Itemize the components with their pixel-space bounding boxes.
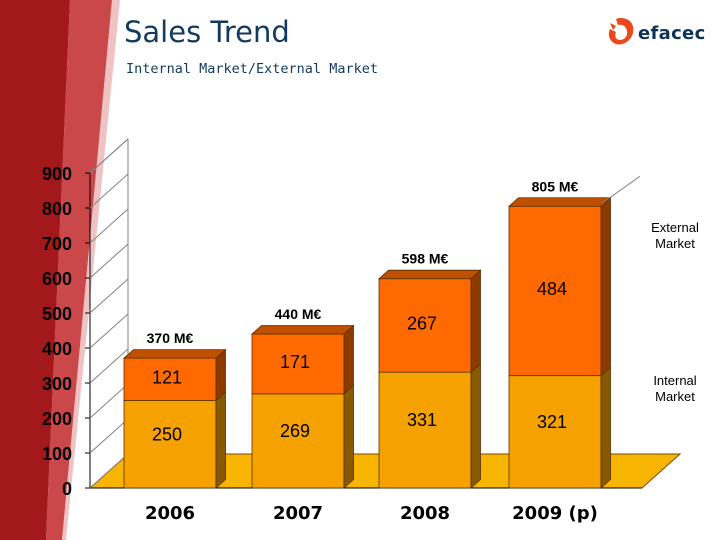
data-label-internal: 331 [407, 410, 437, 430]
legend-label: External [651, 220, 699, 235]
bar-internal-2-front [378, 371, 472, 489]
bar-internal-3-front [508, 375, 602, 489]
y-tick-label: 100 [42, 444, 72, 464]
y-tick-label: 400 [42, 339, 72, 359]
bar-internal-3-side [600, 366, 611, 489]
y-tick-label: 500 [42, 304, 72, 324]
y-grid-depth [89, 173, 129, 209]
page-subtitle: Internal Market/External Market [126, 61, 378, 77]
y-tick-label: 0 [62, 479, 72, 499]
legend-connector-external [601, 175, 641, 204]
bar-external-2-front [378, 278, 472, 373]
y-grid-depth [89, 383, 129, 419]
bar-external-3-side [600, 196, 611, 377]
y-tick-label: 300 [42, 374, 72, 394]
legend-label: Market [655, 389, 695, 404]
data-label-external: 267 [407, 313, 437, 333]
legend-label: Market [655, 236, 695, 251]
y-grid-depth [89, 208, 129, 244]
y-tick-label: 600 [42, 269, 72, 289]
data-label-external: 484 [537, 279, 567, 299]
y-grid-depth [89, 243, 129, 279]
bar-internal-0-front [123, 400, 217, 489]
logo-text: efacec [638, 23, 706, 44]
bar-2-top [377, 269, 482, 280]
data-label-internal: 269 [280, 421, 310, 441]
legend-label: Internal [653, 373, 696, 388]
efacec-logo: efacec [604, 14, 712, 54]
total-label: 598 M€ [402, 251, 449, 267]
bar-external-3-front [508, 205, 602, 377]
x-tick-label: 2006 [145, 503, 195, 524]
y-grid-depth [89, 453, 129, 489]
y-tick-label: 700 [42, 234, 72, 254]
total-label: 370 M€ [147, 330, 194, 346]
bar-0-top [122, 349, 227, 359]
data-label-internal: 250 [152, 424, 182, 444]
total-label: 440 M€ [275, 306, 322, 322]
bar-internal-0-side [215, 391, 226, 489]
efacec-swirl-icon [608, 18, 634, 45]
y-tick-label: 900 [42, 164, 72, 184]
bar-internal-1-side [343, 384, 354, 489]
y-tick-label: 200 [42, 409, 72, 429]
bar-1-top [250, 325, 355, 335]
y-grid-depth [89, 278, 129, 314]
data-label-external: 121 [152, 367, 182, 387]
data-label-external: 171 [280, 352, 310, 372]
y-grid-depth [89, 138, 129, 174]
total-label: 805 M€ [532, 178, 579, 194]
data-label-internal: 321 [537, 412, 567, 432]
bar-external-1-side [343, 324, 354, 395]
x-tick-label: 2009 (p) [512, 503, 598, 524]
y-grid-depth [89, 418, 129, 454]
bar-internal-1-front [251, 393, 345, 489]
y-grid-depth [89, 313, 129, 349]
x-tick-label: 2008 [400, 503, 450, 524]
bar-external-1-front [251, 333, 345, 395]
y-tick-label: 800 [42, 199, 72, 219]
bar-external-0-front [123, 357, 217, 401]
page-title: Sales Trend [124, 15, 290, 49]
x-tick-label: 2007 [273, 503, 323, 524]
bar-internal-2-side [470, 362, 481, 489]
y-grid-depth [89, 348, 129, 384]
bar-3-top [507, 197, 612, 207]
bar-external-2-side [470, 269, 481, 374]
